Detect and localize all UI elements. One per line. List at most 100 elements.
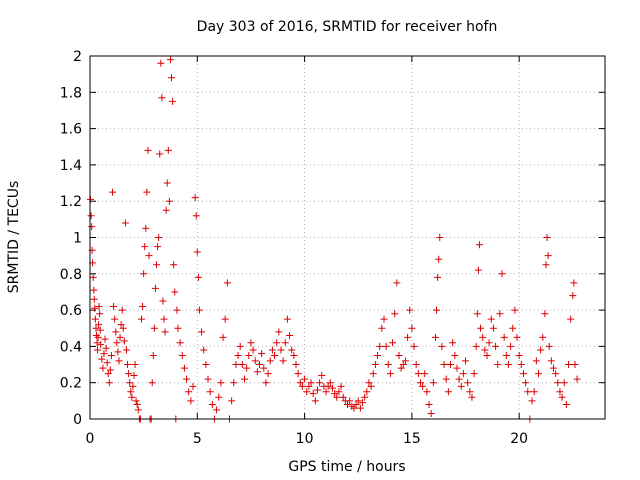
data-point [543,234,551,241]
data-point [95,321,103,329]
data-point [449,339,457,347]
data-point [161,328,169,336]
data-point [552,370,560,378]
data-point [303,388,311,396]
data-point [554,379,562,387]
data-point [143,188,151,196]
data-point [534,370,542,378]
data-point [232,361,240,369]
data-point [138,315,145,323]
data-point [316,379,324,387]
data-point [90,295,98,303]
y-tick-label: 1.6 [60,122,82,138]
data-point [129,382,137,390]
data-point [547,357,555,365]
data-point [354,397,362,405]
data-point [131,361,139,369]
data-points [86,56,581,423]
data-point [101,335,109,343]
data-point [150,324,158,332]
data-point [219,333,227,341]
data-point [121,219,129,227]
data-point [457,382,465,390]
data-point [117,321,125,329]
data-point [399,361,407,369]
data-point [331,390,339,398]
data-point [313,386,321,394]
data-point [96,310,104,318]
data-point [160,315,168,323]
data-point [178,351,186,359]
data-point [470,370,478,378]
data-point [485,339,493,347]
data-point [91,304,99,312]
data-point [262,379,270,387]
data-point [389,339,397,347]
data-point [500,333,508,341]
data-point [296,379,304,387]
data-point [94,333,102,341]
data-point [92,332,100,340]
y-tick-label: 0.6 [60,303,82,319]
data-point [356,404,364,412]
data-point [481,346,489,354]
data-point [311,397,319,405]
data-point [118,306,126,314]
data-point [380,315,388,323]
data-point [103,359,111,367]
data-point [281,339,289,347]
data-point [569,292,577,300]
data-point [97,341,105,349]
data-point [309,390,317,398]
data-point [496,310,504,318]
data-point [328,384,336,392]
data-point [253,368,261,376]
data-point [134,406,142,414]
data-point [487,315,495,323]
data-point [513,333,521,341]
data-point [202,361,210,369]
data-point [537,346,545,354]
data-point [371,361,379,369]
data-point [504,361,512,369]
data-point [223,279,231,287]
data-point [519,370,527,378]
data-point [442,375,450,383]
data-point [142,224,150,232]
data-point [386,370,394,378]
data-point [406,306,414,314]
x-tick-label: 15 [403,431,421,447]
data-point [524,388,532,396]
data-point [148,379,156,387]
data-point [89,273,97,281]
data-point [112,328,120,336]
data-point [157,59,165,67]
data-point [350,404,358,412]
data-point [106,366,114,374]
data-point [337,382,345,390]
data-point [228,397,236,405]
data-point [166,56,174,64]
data-point [532,357,540,365]
data-point [230,379,238,387]
data-point [149,351,157,359]
data-point [425,400,433,408]
data-point [95,302,103,310]
data-point [111,315,119,323]
data-point [292,361,300,369]
data-point [517,361,525,369]
data-point [180,364,188,372]
data-point [251,357,259,365]
data-point [176,339,184,347]
data-point [573,375,581,383]
data-point [130,371,138,379]
data-point [528,397,536,405]
data-point [502,351,510,359]
y-tick-label: 1.4 [60,158,82,174]
data-point [384,361,392,369]
axis-ticks: 00.20.40.60.811.21.41.61.820 5 10 15 20 [60,49,605,447]
data-point [127,388,135,396]
y-tick-label: 0 [73,412,82,428]
data-point [120,337,128,345]
